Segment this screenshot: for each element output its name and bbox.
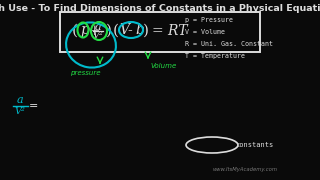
Text: constants: constants [235,142,273,148]
Text: a: a [17,95,23,105]
Text: (: ( [72,24,78,38]
Text: =: = [29,101,39,111]
Text: V²: V² [15,107,25,116]
Text: www.ItsMyAcademy.com: www.ItsMyAcademy.com [212,167,277,172]
Text: a: a [95,22,101,32]
Text: R = Uni. Gas. Constant: R = Uni. Gas. Constant [185,41,273,47]
Text: ): ) [143,24,149,38]
Text: (: ( [113,24,119,38]
Ellipse shape [186,137,238,153]
Text: 4th Use - To Find Dimensions of Constants in a Physical Equation: 4th Use - To Find Dimensions of Constant… [0,4,320,13]
Text: a and b: a and b [199,142,229,148]
Text: b: b [135,23,144,37]
Text: -: - [127,24,132,38]
Text: V: V [119,23,129,37]
Text: V²: V² [92,30,103,39]
Text: T = Temperature: T = Temperature [185,53,245,59]
Text: ): ) [106,24,112,38]
Text: p: p [80,23,89,37]
FancyBboxPatch shape [60,12,260,52]
Text: = RT: = RT [152,24,188,38]
Text: p = Pressure: p = Pressure [185,17,233,23]
Text: V = Volume: V = Volume [185,29,225,35]
Text: pressure: pressure [70,70,100,76]
Text: Volume: Volume [150,63,176,69]
Text: +: + [88,24,100,38]
